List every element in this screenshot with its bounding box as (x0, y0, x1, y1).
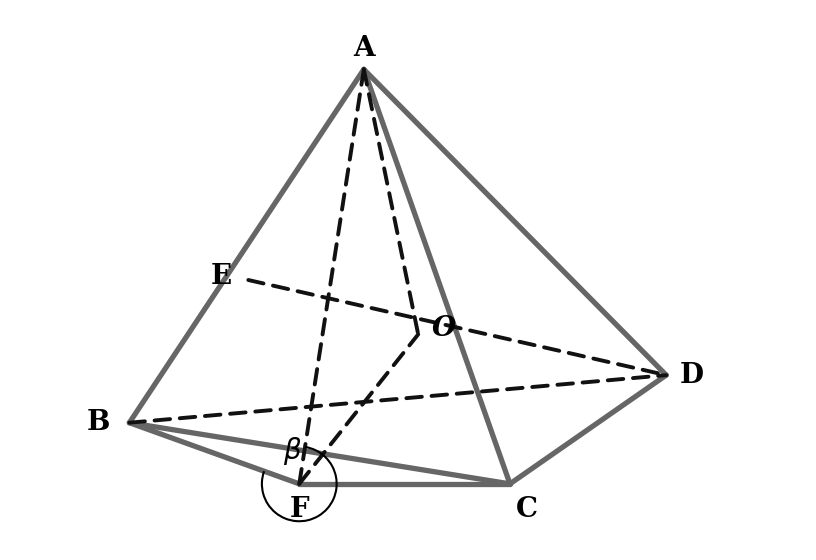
Text: A: A (353, 35, 375, 63)
Text: B: B (87, 409, 110, 436)
Text: F: F (290, 496, 309, 523)
Text: C: C (516, 496, 538, 523)
Text: E: E (211, 263, 232, 290)
Text: $\beta$: $\beta$ (283, 435, 302, 467)
Text: D: D (680, 362, 704, 389)
Text: O: O (432, 315, 456, 342)
